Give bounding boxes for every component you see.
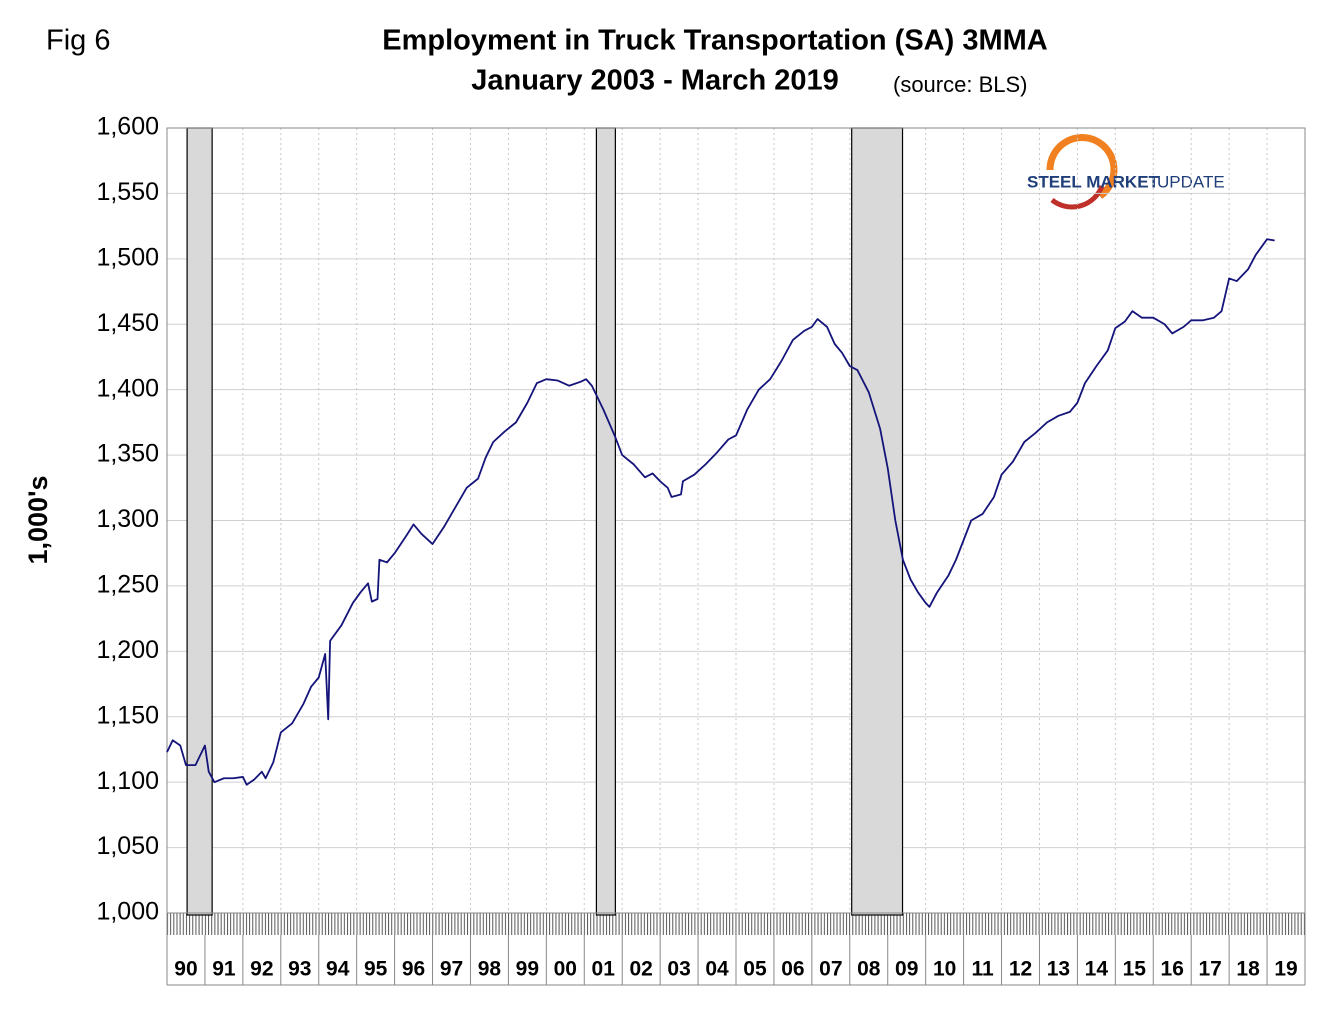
y-tick-label: 1,600 xyxy=(96,113,159,141)
month-ticks xyxy=(167,913,1305,935)
x-tick-label: 00 xyxy=(554,958,577,981)
fig-label: Fig 6 xyxy=(46,25,110,57)
chart-subtitle: January 2003 - March 2019 xyxy=(471,65,839,97)
recession-band xyxy=(186,127,213,916)
x-tick-label: 16 xyxy=(1161,958,1184,981)
y-tick-label: 1,150 xyxy=(96,701,159,729)
x-tick-label: 11 xyxy=(971,958,994,981)
x-tick-label: 03 xyxy=(667,958,690,981)
x-tick-label: 97 xyxy=(440,958,463,981)
y-tick-label: 1,500 xyxy=(96,243,159,271)
x-tick-label: 95 xyxy=(364,958,388,981)
y-tick-label: 1,100 xyxy=(96,767,159,795)
y-tick-label: 1,400 xyxy=(96,374,159,402)
plot-area: 1,000 1,050 1,100 1,150 1,200 1,250 1,300 1,350… xyxy=(96,113,1306,986)
y-axis-label: 1,000's xyxy=(23,475,53,564)
y-tick-label: 1,550 xyxy=(96,178,159,206)
x-tick-label: 10 xyxy=(933,958,956,981)
x-tick-label: 12 xyxy=(1009,958,1032,981)
source-note: (source: BLS) xyxy=(893,72,1028,97)
x-tick-label: 96 xyxy=(402,958,425,981)
y-tick-label: 1,000 xyxy=(96,898,159,926)
x-tick-label: 13 xyxy=(1047,958,1070,981)
logo-swoosh xyxy=(1046,134,1118,199)
x-tick-label: 04 xyxy=(705,958,729,981)
logo-text: STEEL MARKET xyxy=(1027,172,1160,191)
x-tick-label: 90 xyxy=(174,958,197,981)
y-tick-label: 1,050 xyxy=(96,832,159,860)
x-tick-label: 99 xyxy=(516,958,539,981)
y-tick-label: 1,250 xyxy=(96,571,159,599)
y-tick-label: 1,300 xyxy=(96,505,159,533)
data-line xyxy=(166,238,1275,786)
x-tick-label: 01 xyxy=(592,958,616,981)
x-tick-label: 91 xyxy=(212,958,236,981)
x-tick-label: 02 xyxy=(629,958,652,981)
x-tick-label: 94 xyxy=(326,958,350,981)
x-tick-label: 14 xyxy=(1085,958,1109,981)
logo: STEEL MARKET UPDATE xyxy=(1027,134,1225,210)
chart-title: Employment in Truck Transportation (SA) … xyxy=(382,25,1048,57)
x-tick-label: 15 xyxy=(1123,958,1147,981)
x-tick-label: 09 xyxy=(895,958,918,981)
logo-swoosh xyxy=(1050,185,1105,210)
x-tick-label: 06 xyxy=(781,958,804,981)
x-tick-label: 17 xyxy=(1198,958,1221,981)
y-tick-label: 1,350 xyxy=(96,440,159,468)
y-tick-label: 1,200 xyxy=(96,636,159,664)
logo-text: UPDATE xyxy=(1157,172,1225,191)
y-tick-label: 1,450 xyxy=(96,309,159,337)
x-tick-label: 08 xyxy=(857,958,881,981)
x-tick-label: 05 xyxy=(743,958,767,981)
x-tick-label: 92 xyxy=(250,958,273,981)
x-tick-label: 98 xyxy=(478,958,502,981)
x-tick-label: 18 xyxy=(1236,958,1260,981)
x-tick-label: 07 xyxy=(819,958,842,981)
x-tick-label: 93 xyxy=(288,958,311,981)
x-tick-label: 19 xyxy=(1274,958,1297,981)
recession-band xyxy=(595,127,616,916)
